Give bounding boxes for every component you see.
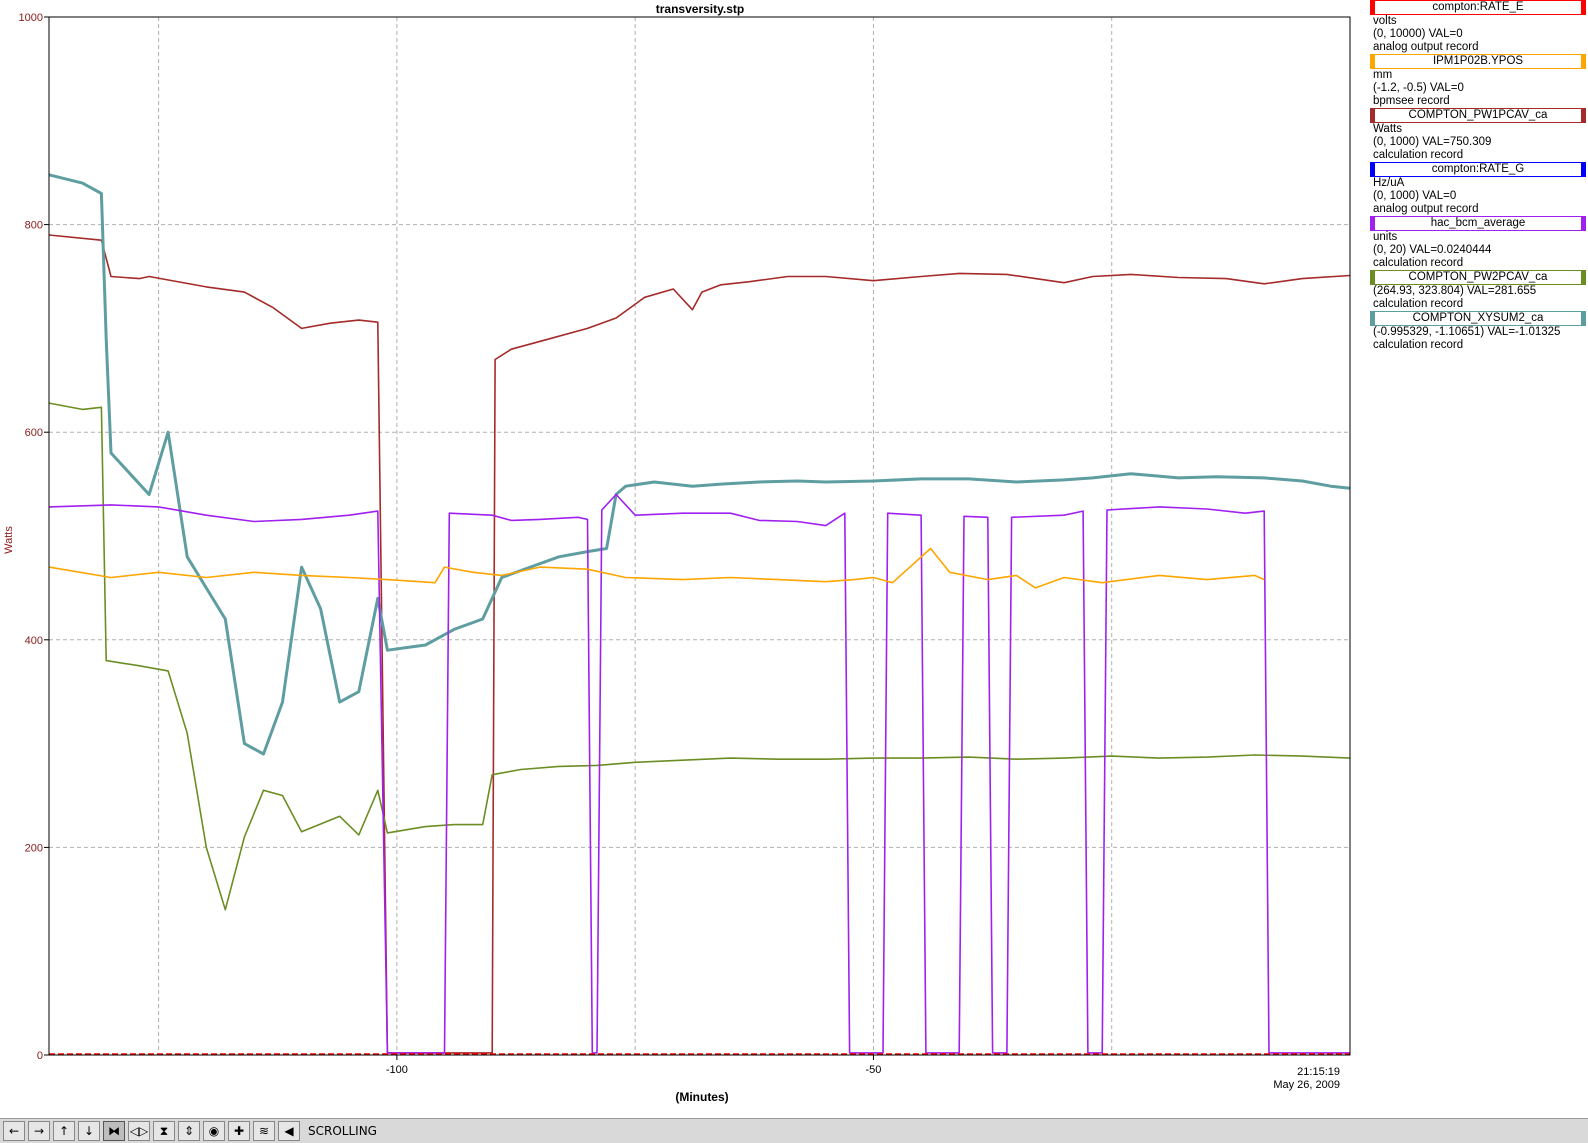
legend-detail-line: volts: [1373, 15, 1397, 27]
zoom-out-horizontal-icon: ◁▷: [129, 1124, 149, 1138]
legend-channel-name[interactable]: compton:RATE_E: [1370, 0, 1586, 15]
y-tick-label: 400: [25, 635, 43, 647]
arrow-right-button[interactable]: →: [28, 1121, 50, 1141]
legend-detail-line: Watts: [1373, 123, 1402, 135]
legend-detail-line: analog output record: [1373, 203, 1479, 215]
chart-title: transversity.stp: [656, 2, 744, 16]
zoom-out-horizontal-button[interactable]: ◁▷: [128, 1121, 150, 1141]
legend-entry[interactable]: COMPTON_XYSUM2_ca (-0.995329, -1.10651) V…: [1370, 311, 1588, 352]
zoom-in-horizontal-button[interactable]: ⧓: [103, 1121, 125, 1141]
legend-detail-line: calculation record: [1373, 149, 1464, 161]
x-tick-label: -50: [865, 1064, 881, 1076]
x-tick-label: -100: [386, 1064, 408, 1076]
y-tick-label: 800: [25, 220, 43, 232]
legend-entry[interactable]: compton:RATE_G Hz/uA (0, 1000) VAL=0 analog…: [1370, 162, 1588, 216]
legend-entry[interactable]: IPM1P02B.YPOS mm (-1.2, -0.5) VAL=0 bpmsee …: [1370, 54, 1588, 108]
zoom-in-vertical-button[interactable]: ⧗: [153, 1121, 175, 1141]
y-tick-label: 600: [25, 427, 43, 439]
legend-detail-line: units: [1373, 231, 1398, 243]
series-line-hac-bcm-average: [48, 493, 1350, 1054]
arrow-down-button[interactable]: ↓: [78, 1121, 100, 1141]
scrolling-status-label: SCROLLING: [308, 1124, 377, 1138]
legend-channel-name[interactable]: hac_bcm_average: [1370, 216, 1586, 231]
series-line-compton-pw1pcav-ca: [48, 234, 1351, 1054]
arrow-down-icon: ↓: [83, 1124, 95, 1138]
legend-channel-name[interactable]: COMPTON_XYSUM2_ca: [1370, 311, 1586, 326]
refresh-plot-button[interactable]: ≋: [253, 1121, 275, 1141]
y-tick-label: 0: [37, 1050, 43, 1062]
arrow-left-icon: ←: [8, 1124, 20, 1138]
legend-panel: compton:RATE_E volts (0, 10000) VAL=0 analo…: [1370, 0, 1588, 360]
series-lines: [48, 173, 1351, 1055]
arrow-up-button[interactable]: ↑: [53, 1121, 75, 1141]
legend-detail-line: (0, 20) VAL=0.0240444: [1373, 244, 1492, 256]
legend-detail-line: mm: [1373, 69, 1393, 81]
zoom-out-vertical-icon: ⇕: [183, 1124, 195, 1138]
legend-channel-name[interactable]: compton:RATE_G: [1370, 162, 1586, 177]
grid-lines: [49, 17, 1350, 1055]
legend-detail-line: bpmsee record: [1373, 95, 1450, 107]
legend-detail-line: Hz/uA: [1373, 177, 1405, 189]
arrow-right-icon: →: [33, 1124, 45, 1138]
reset-button[interactable]: ✚: [228, 1121, 250, 1141]
series-line-ipm1p02b-ypos: [48, 547, 1265, 589]
x-axis-ticks: -100 -50: [386, 1055, 881, 1076]
zoom-in-vertical-icon: ⧗: [159, 1123, 169, 1138]
zoom-in-horizontal-icon: ⧓: [108, 1124, 120, 1138]
legend-detail-line: calculation record: [1373, 298, 1464, 310]
scroll-mode-button[interactable]: ◀: [278, 1121, 300, 1141]
y-axis-label: Watts: [3, 526, 15, 554]
x-axis-label: (Minutes): [675, 1090, 728, 1104]
legend-detail-line: analog output record: [1373, 41, 1479, 53]
legend-channel-name[interactable]: COMPTON_PW2PCAV_ca: [1370, 270, 1586, 285]
strip-chart: transversity.stp Watts (Minutes) 21:15:1…: [3, 2, 1351, 1104]
legend-detail-line: calculation record: [1373, 339, 1464, 351]
toolbar: ← → ↑ ↓ ⧓ ◁▷ ⧗ ⇕ ◉ ✚ ≋ ◀ SCROLLING: [0, 1118, 1588, 1143]
legend-detail-line: (0, 10000) VAL=0: [1373, 28, 1463, 40]
auto-scale-icon: ◉: [208, 1124, 220, 1138]
y-axis-ticks: 0 200 400 600 800 1000: [19, 12, 49, 1062]
legend-entry[interactable]: hac_bcm_average units (0, 20) VAL=0.024044…: [1370, 216, 1588, 270]
arrow-up-icon: ↑: [58, 1124, 70, 1138]
series-line-compton-xysum2-ca: [48, 173, 1351, 756]
y-tick-label: 1000: [19, 12, 43, 24]
legend-entry[interactable]: compton:RATE_E volts (0, 10000) VAL=0 analo…: [1370, 0, 1588, 54]
auto-scale-button[interactable]: ◉: [203, 1121, 225, 1141]
legend-detail-line: (0, 1000) VAL=0: [1373, 190, 1457, 202]
legend-channel-name[interactable]: IPM1P02B.YPOS: [1370, 54, 1586, 69]
zoom-out-vertical-button[interactable]: ⇕: [178, 1121, 200, 1141]
refresh-plot-icon: ≋: [258, 1124, 270, 1138]
arrow-left-button[interactable]: ←: [3, 1121, 25, 1141]
plot-frame: [48, 16, 1351, 1056]
date-label: May 26, 2009: [1273, 1079, 1340, 1091]
legend-detail-line: (-0.995329, -1.10651) VAL=-1.01325: [1373, 326, 1561, 338]
legend-entry[interactable]: COMPTON_PW1PCAV_ca Watts (0, 1000) VAL=750…: [1370, 108, 1588, 162]
legend-detail-line: calculation record: [1373, 257, 1464, 269]
legend-detail-line: (0, 1000) VAL=750.309: [1373, 136, 1492, 148]
scroll-mode-icon: ◀: [284, 1124, 294, 1138]
legend-channel-name[interactable]: COMPTON_PW1PCAV_ca: [1370, 108, 1586, 123]
legend-detail-line: (-1.2, -0.5) VAL=0: [1373, 82, 1464, 94]
legend-detail-line: (264.93, 323.804) VAL=281.655: [1373, 285, 1537, 297]
legend-entry[interactable]: COMPTON_PW2PCAV_ca (264.93, 323.804) VAL=…: [1370, 270, 1588, 311]
series-line-compton-pw2pcav-ca: [48, 402, 1351, 911]
timestamp-label: 21:15:19: [1297, 1066, 1340, 1078]
reset-icon: ✚: [233, 1124, 245, 1138]
y-tick-label: 200: [25, 842, 43, 854]
